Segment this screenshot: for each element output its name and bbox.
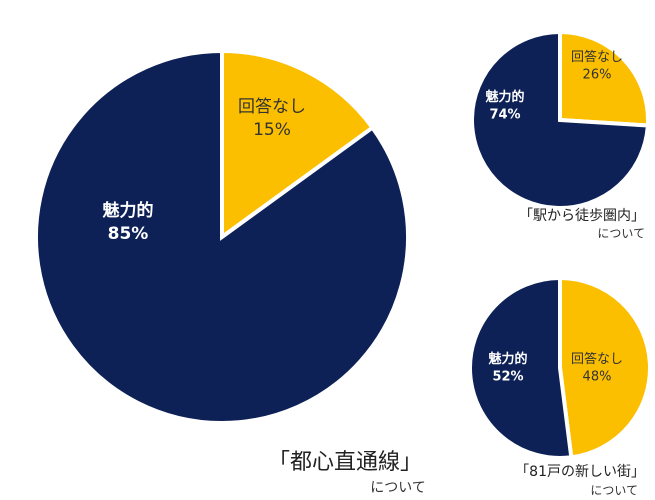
value-label: 26% xyxy=(583,68,612,83)
value-label: 15% xyxy=(253,120,291,140)
value-label: 74% xyxy=(489,108,520,123)
pie-caption: 「駅から徒歩圏内」 xyxy=(519,208,645,224)
slice-label: 回答なし xyxy=(571,351,623,367)
pie-slice xyxy=(220,48,376,241)
pie-caption-sub: について xyxy=(370,480,426,496)
slice-label: 回答なし xyxy=(238,97,306,117)
pie-caption: 「都心直通線」 xyxy=(268,450,422,475)
slice-label: 回答なし xyxy=(571,49,623,65)
pie-slice xyxy=(34,48,410,425)
slice-label: 魅力的 xyxy=(488,351,527,367)
pie-caption: 「81戸の新しい街」 xyxy=(515,464,645,480)
slice-label: 魅力的 xyxy=(103,200,154,221)
pie-slice xyxy=(558,29,650,128)
value-label: 52% xyxy=(492,370,523,385)
pie-slice xyxy=(470,29,650,210)
pie-caption-sub: について xyxy=(597,227,645,241)
pie-caption-sub: について xyxy=(590,484,638,498)
slice-label: 魅力的 xyxy=(485,89,524,105)
pie-slice xyxy=(558,275,652,460)
value-label: 85% xyxy=(108,224,149,244)
value-label: 48% xyxy=(583,370,612,385)
pie-slice xyxy=(468,275,574,460)
